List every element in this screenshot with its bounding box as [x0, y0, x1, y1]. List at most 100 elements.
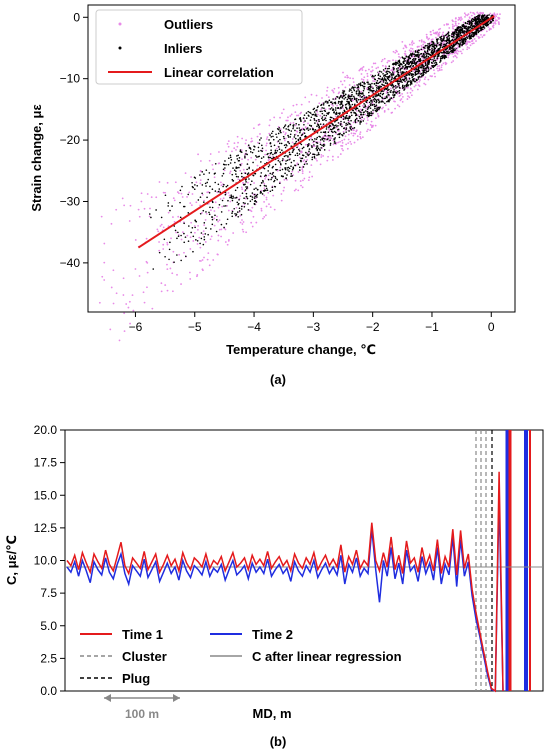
inlier-point	[452, 34, 455, 36]
y-tick-label: −30	[60, 194, 81, 208]
inlier-point	[480, 28, 483, 30]
outlier-point	[359, 108, 362, 111]
outlier-point	[300, 151, 303, 154]
outlier-point	[128, 300, 131, 303]
inlier-point	[474, 22, 476, 24]
inlier-point	[298, 153, 301, 155]
inlier-point	[413, 53, 416, 55]
inlier-point	[481, 18, 483, 21]
inlier-point	[258, 155, 261, 158]
inlier-point	[331, 135, 334, 137]
inlier-point	[406, 62, 408, 65]
legend-label-linear: Linear correlation	[164, 65, 274, 80]
outlier-point	[166, 241, 169, 244]
outlier-point	[424, 76, 427, 79]
inlier-point	[311, 156, 314, 159]
outlier-point	[385, 104, 387, 107]
inlier-point	[246, 197, 249, 200]
outlier-point	[481, 36, 484, 38]
outlier-point	[233, 142, 236, 145]
x-tick-label: −1	[425, 320, 439, 334]
inlier-point	[294, 142, 297, 144]
inlier-point	[329, 139, 331, 142]
inlier-point	[386, 72, 389, 75]
outlier-point	[109, 328, 112, 331]
outlier-point	[418, 45, 420, 48]
inlier-point	[386, 100, 388, 103]
inlier-point	[323, 118, 326, 121]
outlier-point	[242, 221, 245, 223]
outlier-point	[320, 108, 323, 111]
inlier-point	[330, 128, 333, 131]
outlier-point	[386, 61, 389, 64]
inlier-point	[208, 172, 211, 174]
outlier-point	[176, 273, 178, 276]
inlier-point	[424, 51, 427, 54]
outlier-point	[393, 71, 396, 74]
outlier-point	[294, 179, 297, 182]
inlier-point	[375, 95, 377, 98]
inlier-point	[369, 107, 372, 109]
panel-a-x-ticks: −6 −5 −4 −3 −2 −1 0	[129, 312, 495, 334]
inlier-point	[320, 103, 323, 106]
outlier-point	[250, 221, 253, 224]
outlier-point	[411, 41, 413, 44]
inlier-point	[363, 97, 366, 99]
inlier-point	[211, 188, 214, 191]
inlier-point	[419, 73, 422, 75]
inlier-point	[435, 44, 438, 47]
inlier-point	[391, 83, 394, 86]
outlier-point	[233, 147, 236, 150]
inlier-point	[310, 124, 313, 127]
inlier-point	[347, 119, 350, 121]
inlier-point	[454, 29, 457, 31]
inlier-point	[456, 28, 459, 31]
inlier-point	[427, 48, 429, 50]
outlier-point	[306, 159, 309, 161]
inlier-point	[443, 57, 446, 59]
outlier-point	[216, 253, 219, 256]
inlier-point	[485, 25, 488, 27]
inlier-point	[485, 22, 488, 25]
inlier-point	[252, 174, 254, 177]
inlier-point	[374, 74, 377, 77]
inlier-point	[376, 94, 378, 97]
inlier-point	[363, 85, 366, 88]
inlier-point	[394, 63, 396, 65]
inlier-point	[483, 27, 486, 29]
outlier-point	[216, 215, 218, 218]
inlier-point	[408, 56, 410, 59]
outlier-point	[429, 33, 432, 36]
inlier-point	[195, 220, 198, 223]
outlier-point	[300, 103, 303, 106]
inlier-point	[199, 196, 202, 198]
outlier-point	[352, 81, 355, 84]
inlier-point	[322, 123, 325, 125]
inlier-point	[414, 71, 416, 74]
inlier-point	[434, 59, 437, 62]
outlier-point	[268, 203, 270, 206]
inlier-point	[352, 109, 354, 111]
outlier-point	[303, 177, 306, 180]
inlier-point	[398, 85, 400, 87]
outlier-point	[411, 48, 414, 50]
outlier-point	[217, 162, 220, 165]
inlier-point	[417, 56, 420, 59]
inlier-point	[438, 47, 441, 50]
inlier-point	[241, 175, 243, 178]
inlier-point	[286, 144, 288, 147]
inlier-point	[249, 183, 252, 186]
inlier-point	[164, 255, 166, 258]
inlier-point	[215, 219, 218, 221]
inlier-point	[319, 123, 322, 125]
outlier-point	[312, 145, 315, 148]
inlier-point	[398, 65, 401, 68]
inlier-point	[322, 104, 325, 106]
outlier-point	[291, 170, 294, 173]
inlier-point	[467, 26, 469, 29]
outlier-point	[364, 113, 367, 116]
outlier-point	[337, 129, 340, 132]
legend-label-time2: Time 2	[252, 627, 293, 642]
outlier-point	[292, 122, 295, 124]
